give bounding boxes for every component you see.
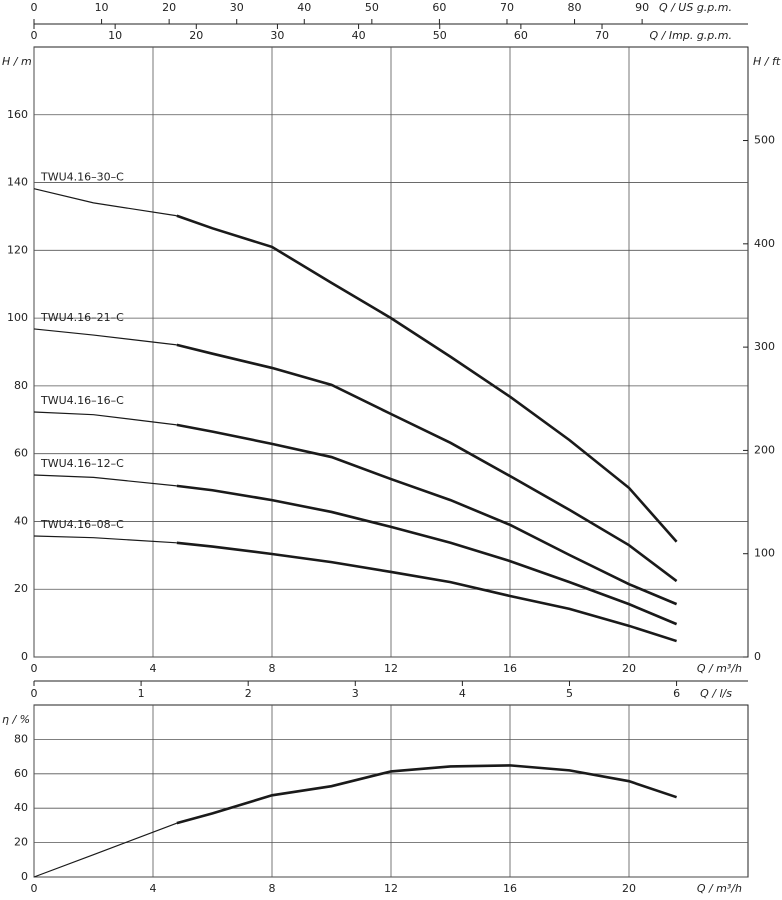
secondary-tick-label: 40 [352, 29, 366, 42]
y-tick-label: 20 [14, 836, 28, 849]
x-tick-label: 12 [384, 662, 398, 675]
x-tick-label: 12 [384, 882, 398, 895]
thick-line [176, 541, 677, 643]
thin-line [33, 188, 177, 217]
thin-line [33, 822, 178, 878]
x-axis-label: Q / m³/h [697, 882, 742, 895]
x-tick-label: 0 [31, 662, 38, 675]
secondary-tick-label: 60 [514, 29, 528, 42]
secondary-tick-label: 30 [230, 1, 244, 14]
thick-line [176, 214, 678, 543]
y-tick-label: 140 [7, 176, 28, 189]
y2-tick-label: 500 [754, 134, 775, 147]
secondary-tick-label: 5 [566, 687, 573, 700]
secondary-tick-label: 40 [297, 1, 311, 14]
y-tick-label: 20 [14, 582, 28, 595]
y-tick-label: 40 [14, 801, 28, 814]
y-tick-label: 0 [21, 650, 28, 663]
x-tick-label: 20 [622, 882, 636, 895]
y-tick-label: 160 [7, 108, 28, 121]
secondary-tick-label: 0 [31, 29, 38, 42]
secondary-tick-label: 50 [433, 29, 447, 42]
thick-line [176, 343, 678, 583]
x-tick-label: 0 [31, 882, 38, 895]
secondary-tick-label: 60 [432, 1, 446, 14]
y2-axis-label: H / ft [753, 55, 781, 68]
y2-tick-label: 400 [754, 237, 775, 250]
y-tick-label: 60 [14, 767, 28, 780]
y2-tick-label: 300 [754, 340, 775, 353]
x-axis-label: Q / m³/h [697, 662, 742, 675]
secondary-tick-label: 0 [31, 687, 38, 700]
x-tick-label: 16 [503, 882, 517, 895]
secondary-axis-label: Q / l/s [700, 687, 732, 700]
x-tick-label: 8 [269, 882, 276, 895]
y-tick-label: 60 [14, 447, 28, 460]
y-tick-label: 120 [7, 243, 28, 256]
x-tick-label: 8 [269, 662, 276, 675]
x-tick-label: 4 [150, 882, 157, 895]
thick-line [176, 484, 678, 626]
thick-line [176, 764, 678, 825]
series-label: TWU4.16–21–C [40, 311, 124, 324]
secondary-tick-label: 80 [568, 1, 582, 14]
y-tick-label: 80 [14, 379, 28, 392]
y-tick-label: 0 [21, 870, 28, 883]
secondary-tick-label: 70 [595, 29, 609, 42]
x-tick-label: 20 [622, 662, 636, 675]
secondary-axis-label: Q / Imp. g.p.m. [650, 29, 732, 42]
secondary-tick-label: 70 [500, 1, 514, 14]
thin-line [33, 474, 177, 487]
secondary-tick-label: 1 [138, 687, 145, 700]
y-axis-label: H / m [2, 55, 32, 68]
thick-line [176, 423, 678, 606]
secondary-axis-label: Q / US g.p.m. [659, 1, 732, 14]
y-tick-label: 80 [14, 732, 28, 745]
y2-tick-label: 100 [754, 547, 775, 560]
secondary-tick-label: 6 [673, 687, 680, 700]
secondary-tick-label: 20 [189, 29, 203, 42]
secondary-tick-label: 4 [459, 687, 466, 700]
y-axis-label: η / % [2, 713, 30, 726]
secondary-tick-label: 10 [95, 1, 109, 14]
secondary-tick-label: 0 [31, 1, 38, 14]
secondary-tick-label: 50 [365, 1, 379, 14]
series-label: TWU4.16–30–C [40, 171, 124, 184]
secondary-tick-label: 20 [162, 1, 176, 14]
secondary-tick-label: 3 [352, 687, 359, 700]
thin-line [33, 411, 177, 426]
thin-line [33, 535, 177, 544]
x-tick-label: 4 [150, 662, 157, 675]
series-label: TWU4.16–12–C [40, 457, 124, 470]
thin-line [33, 328, 177, 346]
y2-tick-label: 0 [754, 650, 761, 663]
secondary-tick-label: 2 [245, 687, 252, 700]
secondary-tick-label: 90 [635, 1, 649, 14]
x-tick-label: 16 [503, 662, 517, 675]
secondary-tick-label: 30 [270, 29, 284, 42]
secondary-tick-label: 10 [108, 29, 122, 42]
series-label: TWU4.16–16–C [40, 394, 124, 407]
y2-tick-label: 200 [754, 443, 775, 456]
series-label: TWU4.16–08–C [40, 518, 124, 531]
y-tick-label: 100 [7, 311, 28, 324]
y-tick-label: 40 [14, 514, 28, 527]
